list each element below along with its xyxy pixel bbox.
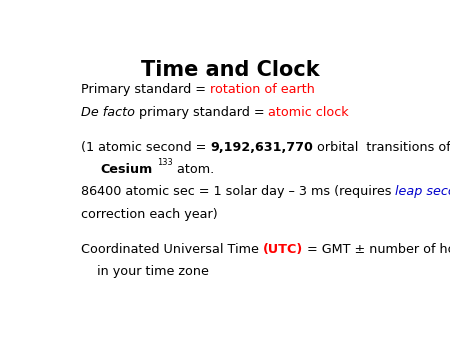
Text: Coordinated Universal Time: Coordinated Universal Time: [81, 243, 262, 256]
Text: atom.: atom.: [173, 163, 214, 176]
Text: = GMT ± number of hours: = GMT ± number of hours: [303, 243, 450, 256]
Text: 86400 atomic sec = 1 solar day – 3 ms (requires: 86400 atomic sec = 1 solar day – 3 ms (r…: [81, 186, 395, 198]
Text: rotation of earth: rotation of earth: [210, 82, 315, 96]
Text: in your time zone: in your time zone: [81, 265, 208, 278]
Text: leap second: leap second: [395, 186, 450, 198]
Text: orbital  transitions of: orbital transitions of: [313, 141, 450, 154]
Text: (1 atomic second =: (1 atomic second =: [81, 141, 210, 154]
Text: correction each year): correction each year): [81, 208, 217, 220]
Text: (UTC): (UTC): [262, 243, 303, 256]
Text: Cesium: Cesium: [101, 163, 153, 176]
Text: 133: 133: [157, 159, 173, 168]
Text: De facto: De facto: [81, 106, 135, 119]
Text: Time and Clock: Time and Clock: [141, 60, 320, 80]
Text: primary standard =: primary standard =: [135, 106, 268, 119]
Text: 9,192,631,770: 9,192,631,770: [210, 141, 313, 154]
Text: atomic clock: atomic clock: [268, 106, 349, 119]
Text: Primary standard =: Primary standard =: [81, 82, 210, 96]
